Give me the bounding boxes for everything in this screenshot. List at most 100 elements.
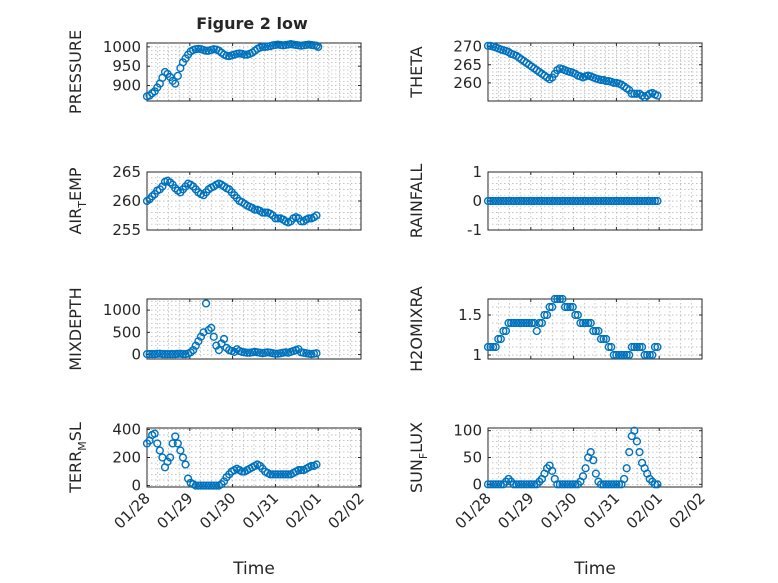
mixdepth-point <box>219 334 229 344</box>
h2omixra-point <box>619 350 629 360</box>
rainfall-point <box>519 196 529 206</box>
sun_flux-point <box>568 480 577 489</box>
h2omixra-point <box>617 350 626 360</box>
rainfall-point <box>640 196 649 206</box>
sun_flux-point <box>548 466 557 476</box>
h2omixra-point <box>576 318 585 328</box>
theta-series <box>483 41 662 102</box>
mixdepth-point <box>312 349 321 358</box>
terr_msl-point <box>181 460 190 469</box>
air_temp-point <box>271 214 280 223</box>
h2omixra-point <box>635 342 644 352</box>
rainfall-point <box>622 196 631 206</box>
rainfall-point <box>648 196 657 206</box>
rainfall-point <box>607 196 616 206</box>
rainfall-point <box>571 196 580 206</box>
sun_flux-point <box>612 480 621 489</box>
h2omixra-point <box>507 318 516 328</box>
rainfall-point <box>650 196 660 206</box>
sun_flux-point <box>560 480 570 489</box>
pressure-point <box>258 42 267 51</box>
rainfall-point <box>509 196 518 206</box>
mixdepth-point <box>212 341 221 350</box>
terr_msl-point <box>168 439 177 448</box>
terr_msl-xtick-label: 01/29 <box>153 489 196 532</box>
pressure-point <box>240 50 249 59</box>
sun_flux-point <box>586 448 595 457</box>
terr_msl-point <box>201 481 211 490</box>
h2omixra-ytick-label: 1 <box>472 346 482 364</box>
air_temp-point <box>250 205 259 214</box>
sun_flux-point <box>512 480 521 489</box>
terr_msl-ytick-label: 400 <box>112 420 141 438</box>
sun_flux-point <box>632 437 642 446</box>
rainfall-point <box>563 196 572 206</box>
rainfall-point <box>586 196 595 206</box>
h2omixra-point <box>612 350 621 360</box>
h2omixra-point <box>517 318 526 328</box>
h2omixra-point <box>578 318 588 328</box>
sun_flux-xtick-label: 02/02 <box>666 489 709 532</box>
terr_msl-point <box>312 460 321 469</box>
rainfall-ytick-label: 0 <box>472 192 482 210</box>
rainfall-point <box>558 196 567 206</box>
mixdepth-point <box>145 350 154 359</box>
rainfall-point <box>550 196 559 206</box>
terr_msl-ytick-label: 200 <box>112 449 141 467</box>
sun_flux-xtick-label: 01/28 <box>452 489 495 532</box>
theta-ytick-label: 265 <box>453 56 482 74</box>
h2omixra-point <box>514 318 523 328</box>
mixdepth-point <box>217 339 226 348</box>
rainfall-point <box>653 196 662 206</box>
h2omixra-point <box>512 318 521 328</box>
rainfall-point <box>614 196 624 206</box>
terr_msl-point <box>196 481 206 490</box>
mixdepth-point <box>158 350 167 359</box>
h2omixra-point <box>483 342 493 352</box>
sun_flux-point <box>514 480 523 489</box>
mixdepth-point <box>201 299 211 308</box>
terr_msl-point <box>150 429 159 438</box>
rainfall-point <box>483 196 493 206</box>
h2omixra-point <box>491 342 500 352</box>
pressure-ytick-label: 950 <box>112 57 141 75</box>
terr_msl-point <box>294 466 303 475</box>
h2omixra-point <box>553 294 562 304</box>
h2omixra-point <box>614 350 624 360</box>
terr_msl-xtick-label: 01/30 <box>196 489 239 532</box>
sun_flux-ytick-label: 50 <box>463 449 482 467</box>
sun_flux-point <box>604 480 613 489</box>
sun_flux-point <box>630 426 639 435</box>
sun_flux-point <box>578 472 588 481</box>
sun_flux-point <box>563 480 572 489</box>
h2omixra-point <box>584 318 593 328</box>
terr_msl-point <box>237 467 247 476</box>
terr_msl-point <box>307 461 316 471</box>
rainfall-point <box>591 196 600 206</box>
mixdepth-ytick-label: 1000 <box>103 301 141 319</box>
h2omixra-point <box>591 326 600 336</box>
h2omixra-point <box>650 342 660 352</box>
terr_msl-point <box>268 470 277 479</box>
terr_msl-ylabel: TERRMSL <box>66 422 89 494</box>
terr_msl-grid <box>147 428 361 487</box>
sun_flux-point <box>489 480 498 489</box>
rainfall-point <box>486 196 495 206</box>
rainfall-point <box>578 196 588 206</box>
rainfall-point <box>514 196 523 206</box>
terr_msl-point <box>153 439 162 448</box>
h2omixra-ytick-label: 1.5 <box>458 306 482 324</box>
mixdepth-point <box>168 350 177 359</box>
pressure-ytick-label: 1000 <box>103 38 141 56</box>
pressure-point <box>312 41 321 50</box>
terr_msl-point <box>173 439 182 448</box>
sun_flux-point <box>622 464 631 473</box>
rainfall-point <box>553 196 562 206</box>
sun_flux-point <box>527 480 536 489</box>
terr_msl-point <box>284 470 293 479</box>
h2omixra-point <box>602 334 611 344</box>
air_temp-axes: 255 260 265 AIRTEMP <box>66 163 362 239</box>
rainfall-point <box>645 196 654 206</box>
rainfall-point <box>617 196 626 206</box>
